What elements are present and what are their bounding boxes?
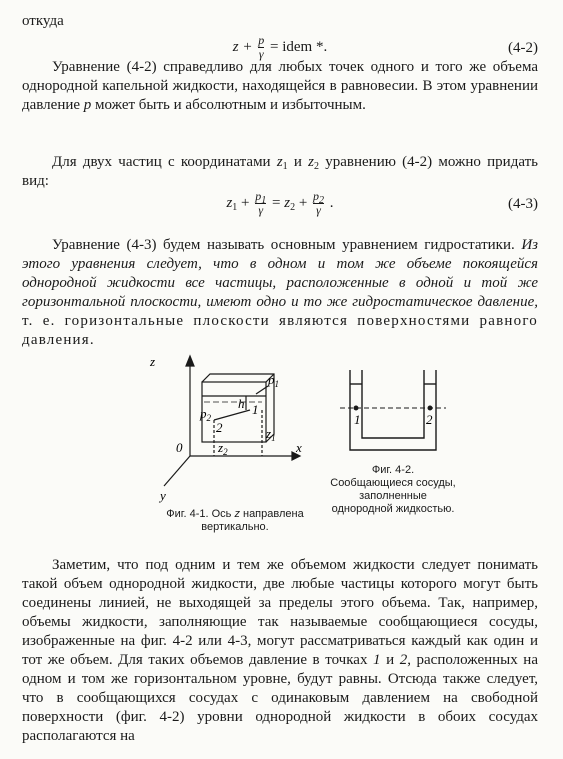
symbol: z <box>217 440 223 455</box>
text: Фиг. 4-1. Ось <box>166 508 235 520</box>
text: и <box>287 154 309 170</box>
symbol: p <box>313 189 320 203</box>
fig-label: x <box>295 440 302 455</box>
denominator: γ <box>258 47 265 61</box>
symbol: z <box>308 154 315 170</box>
spaced-text: т. е. горизонтальные плоскости являются … <box>22 313 538 348</box>
text: , расположенных на одном и том же горизо… <box>22 652 538 744</box>
eq-number: (4-2) <box>508 40 538 56</box>
figure-caption: Фиг. 4-2. Сообщающиеся сосуды, заполненн… <box>330 464 456 515</box>
numerator: p <box>258 33 265 47</box>
paragraph: Уравнение (4-3) будем называть основным … <box>22 236 538 350</box>
fig-label: z2 <box>217 440 228 457</box>
symbol: z <box>265 426 271 441</box>
text: и <box>380 652 400 668</box>
arrow <box>185 354 195 367</box>
fraction: p2 γ <box>313 189 325 217</box>
fig-label: h <box>238 396 245 411</box>
eq-rhs: = idem *. <box>270 38 328 55</box>
numerator: p2 <box>313 189 325 206</box>
symbol: p <box>255 189 262 203</box>
subscript: 2 <box>207 413 212 423</box>
fraction: p1 γ <box>255 189 267 217</box>
symbol: p <box>199 406 207 421</box>
text: уравнению (4-2) можно придать вид: <box>22 154 538 189</box>
fig-label: 2 <box>426 412 433 427</box>
symbol: z <box>276 154 283 170</box>
italic-text: Из этого уравнения следует, что в одном … <box>22 237 538 310</box>
eq-number: (4-3) <box>508 196 538 212</box>
fig-label: 1 <box>354 412 361 427</box>
figure-4-2 <box>340 370 446 451</box>
symbol: z <box>226 194 233 211</box>
subscript: 1 <box>275 379 280 389</box>
numerator: p1 <box>255 189 267 206</box>
point <box>427 405 433 411</box>
fig-label: z1 <box>265 426 276 443</box>
fig-label: 0 <box>176 440 183 455</box>
fig-label: 1 <box>252 402 259 417</box>
text: направлена вертикально. <box>201 508 304 533</box>
symbol: p <box>267 372 275 387</box>
paragraph: Для двух частиц с координатами z1 и z2 у… <box>22 153 538 191</box>
operator: + <box>241 194 250 211</box>
subscript: 2 <box>290 201 296 213</box>
subscript: 2 <box>314 161 320 172</box>
paragraph: Заметим, что под одним и тем же объемом … <box>22 556 538 746</box>
equation: z1 + p1 γ = z2 + p2 γ . (4-3) <box>22 190 538 217</box>
leader <box>255 385 269 395</box>
operator: + <box>298 194 308 211</box>
symbol: 2 <box>399 652 408 668</box>
u-tube-outer <box>349 370 437 451</box>
operator: = <box>272 194 281 211</box>
symbol: z <box>234 508 240 520</box>
paragraph: Уравнение (4-2) справедливо для любых то… <box>22 58 538 115</box>
y-axis <box>163 455 191 487</box>
subscript: 2 <box>223 447 228 457</box>
symbol: 1 <box>373 652 381 668</box>
text: Заметим, что под одним и тем же объемом … <box>22 557 538 668</box>
arrow <box>291 451 302 461</box>
vessel-edge <box>265 373 275 383</box>
fig-label: p2 <box>199 406 212 423</box>
u-tube-inner <box>361 370 425 439</box>
symbol: p <box>83 97 92 113</box>
denominator: γ <box>313 203 325 217</box>
fig-label: y <box>158 488 166 503</box>
operator: . <box>329 194 334 211</box>
subscript: 1 <box>261 195 267 206</box>
subscript: 1 <box>282 161 288 172</box>
text: Уравнение (4-3) будем называть основным … <box>52 237 522 253</box>
text: Для двух частиц с координатами <box>52 154 277 170</box>
fig-label: z <box>149 354 155 369</box>
intro: откуда <box>22 13 64 29</box>
text: может быть и абсолютным и избыточным. <box>91 97 366 113</box>
subscript: 2 <box>319 195 325 206</box>
symbol: z <box>284 194 291 211</box>
subscript: 1 <box>232 201 238 213</box>
line-1-2 <box>213 409 251 421</box>
fig-label: p1 <box>267 372 279 389</box>
vessel <box>201 381 267 443</box>
denominator: γ <box>255 203 267 217</box>
figure-caption: Фиг. 4-1. Ось z направлена вертикально. <box>160 508 310 534</box>
figure-4-1 <box>163 354 302 487</box>
text: Уравнение (4-2) справедливо для любых то… <box>22 59 538 113</box>
subscript: 1 <box>271 433 276 443</box>
eq-lhs: z + <box>232 38 253 55</box>
point <box>353 405 359 411</box>
fig-label: 2 <box>216 420 223 435</box>
